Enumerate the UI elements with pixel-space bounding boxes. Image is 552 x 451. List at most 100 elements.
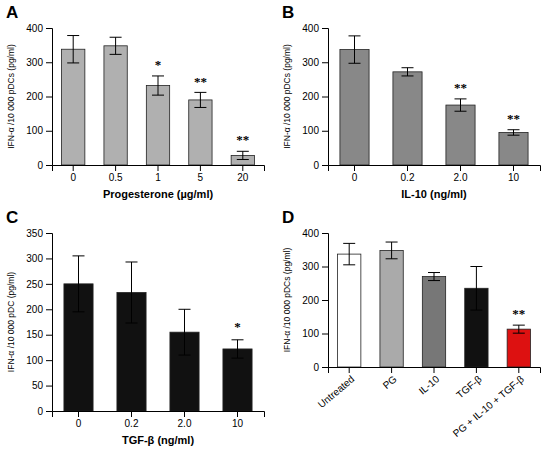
y-axis-line (322, 234, 329, 368)
y-tick-label: 200 (302, 295, 319, 306)
y-tick-label: 0 (37, 160, 43, 171)
y-tick: 300 (302, 57, 328, 68)
panel-label: D (282, 208, 294, 227)
x-axis-line (329, 166, 541, 172)
x-axis-title: IL-10 (ng/ml) (401, 188, 467, 200)
y-tick: 300 (302, 261, 328, 272)
y-tick: 350 (26, 228, 52, 239)
x-tick-label: 0 (76, 418, 82, 429)
significance-label: ** (454, 80, 467, 95)
y-tick-label: 400 (26, 23, 43, 34)
y-tick: 100 (26, 355, 52, 366)
panel: 010020030040000.22.010****IL-10 (ng/ml)I… (282, 23, 541, 200)
y-axis: 050100150200250300350 (26, 228, 52, 417)
y-tick-mark (46, 28, 52, 29)
significance-label: * (155, 57, 162, 72)
x-tick-mark (73, 165, 74, 171)
y-tick: 100 (26, 125, 52, 136)
x-tick-mark (200, 165, 201, 171)
x-tick: PG (381, 367, 399, 391)
bar (422, 277, 445, 367)
y-tick: 0 (313, 160, 328, 171)
y-tick: 250 (26, 279, 52, 290)
x-tick-mark (237, 411, 238, 417)
y-tick-label: 0 (313, 160, 319, 171)
bar (189, 100, 212, 165)
plot-area (338, 242, 531, 367)
x-tick: 20 (237, 165, 249, 183)
y-tick: 300 (26, 57, 52, 68)
x-tick: 5 (198, 165, 204, 183)
y-axis-line (322, 29, 329, 166)
x-tick-label: PG + IL-10 + TGF-β (451, 373, 526, 439)
significance-label: * (234, 319, 241, 334)
y-tick: 0 (37, 160, 52, 171)
y-tick: 400 (26, 23, 52, 34)
error-bar (194, 92, 206, 107)
y-tick-label: 100 (302, 125, 319, 136)
bar (340, 50, 369, 165)
error-bar (508, 130, 520, 135)
x-tick-mark (434, 367, 435, 373)
y-tick: 300 (26, 253, 52, 264)
x-tick-mark (354, 165, 355, 171)
y-tick: 400 (302, 23, 328, 34)
y-tick: 100 (302, 125, 328, 136)
x-tick-mark (349, 367, 350, 373)
error-bar (237, 151, 249, 159)
y-tick-mark (322, 233, 328, 234)
bar (338, 254, 361, 367)
x-tick: 0 (70, 165, 76, 183)
y-tick-mark (322, 367, 328, 368)
y-axis-line (46, 29, 53, 166)
significance-label: ** (194, 74, 207, 89)
x-tick-label: IL-10 (417, 373, 442, 396)
error-bar (428, 273, 440, 281)
error-bar (67, 36, 79, 63)
error-bar (232, 340, 244, 358)
bar (380, 250, 403, 367)
error-bar (179, 309, 191, 355)
x-tick: 1 (155, 165, 161, 183)
x-axis: 00.22.010 (329, 165, 541, 183)
x-tick: 2.0 (178, 411, 192, 429)
y-axis: 0 100 200 300 400 (302, 23, 328, 171)
figure: 010020030040000.51520*****Progesterone (… (0, 0, 552, 451)
error-bar (110, 37, 122, 54)
x-tick: PG + IL-10 + TGF-β (451, 367, 526, 439)
significance-label: ** (512, 306, 525, 321)
y-tick: 100 (302, 328, 328, 339)
y-tick-mark (322, 300, 328, 301)
x-tick-mark (78, 411, 79, 417)
y-tick-mark (46, 258, 52, 259)
error-bar (402, 68, 414, 76)
x-tick-mark (115, 165, 116, 171)
y-tick-mark (322, 62, 328, 63)
bar (62, 49, 85, 165)
x-tick-mark (242, 165, 243, 171)
panel: 010020030040000.51520*****Progesterone (… (6, 23, 265, 200)
x-tick-label: 0.5 (109, 172, 123, 183)
x-tick-mark (513, 165, 514, 171)
x-tick-label: 1 (155, 172, 161, 183)
y-tick-mark (46, 411, 52, 412)
x-tick-label: 10 (508, 172, 520, 183)
x-tick-mark (476, 367, 477, 373)
y-tick-label: 200 (302, 91, 319, 102)
y-tick-label: 50 (32, 380, 44, 391)
y-axis-line (46, 234, 53, 412)
y-tick-label: 100 (26, 125, 43, 136)
x-axis-title: Progesterone (µg/ml) (103, 188, 214, 200)
panel-label: B (282, 3, 294, 22)
y-axis-title: IFN-α /10 000 pDC (pg/ml) (6, 272, 16, 373)
y-tick-mark (46, 309, 52, 310)
x-tick-label: 10 (232, 418, 244, 429)
y-axis-title: IFN-α /10 000 pDCs (pg/ml) (282, 44, 292, 149)
y-tick-mark (322, 267, 328, 268)
y-tick-mark (322, 131, 328, 132)
x-tick-label: PG (381, 373, 399, 391)
y-tick-label: 400 (302, 228, 319, 239)
x-tick-mark (460, 165, 461, 171)
y-tick-mark (46, 335, 52, 336)
x-axis: UntreatedPGIL-10TGF-βPG + IL-10 + TGF-β (316, 367, 541, 439)
